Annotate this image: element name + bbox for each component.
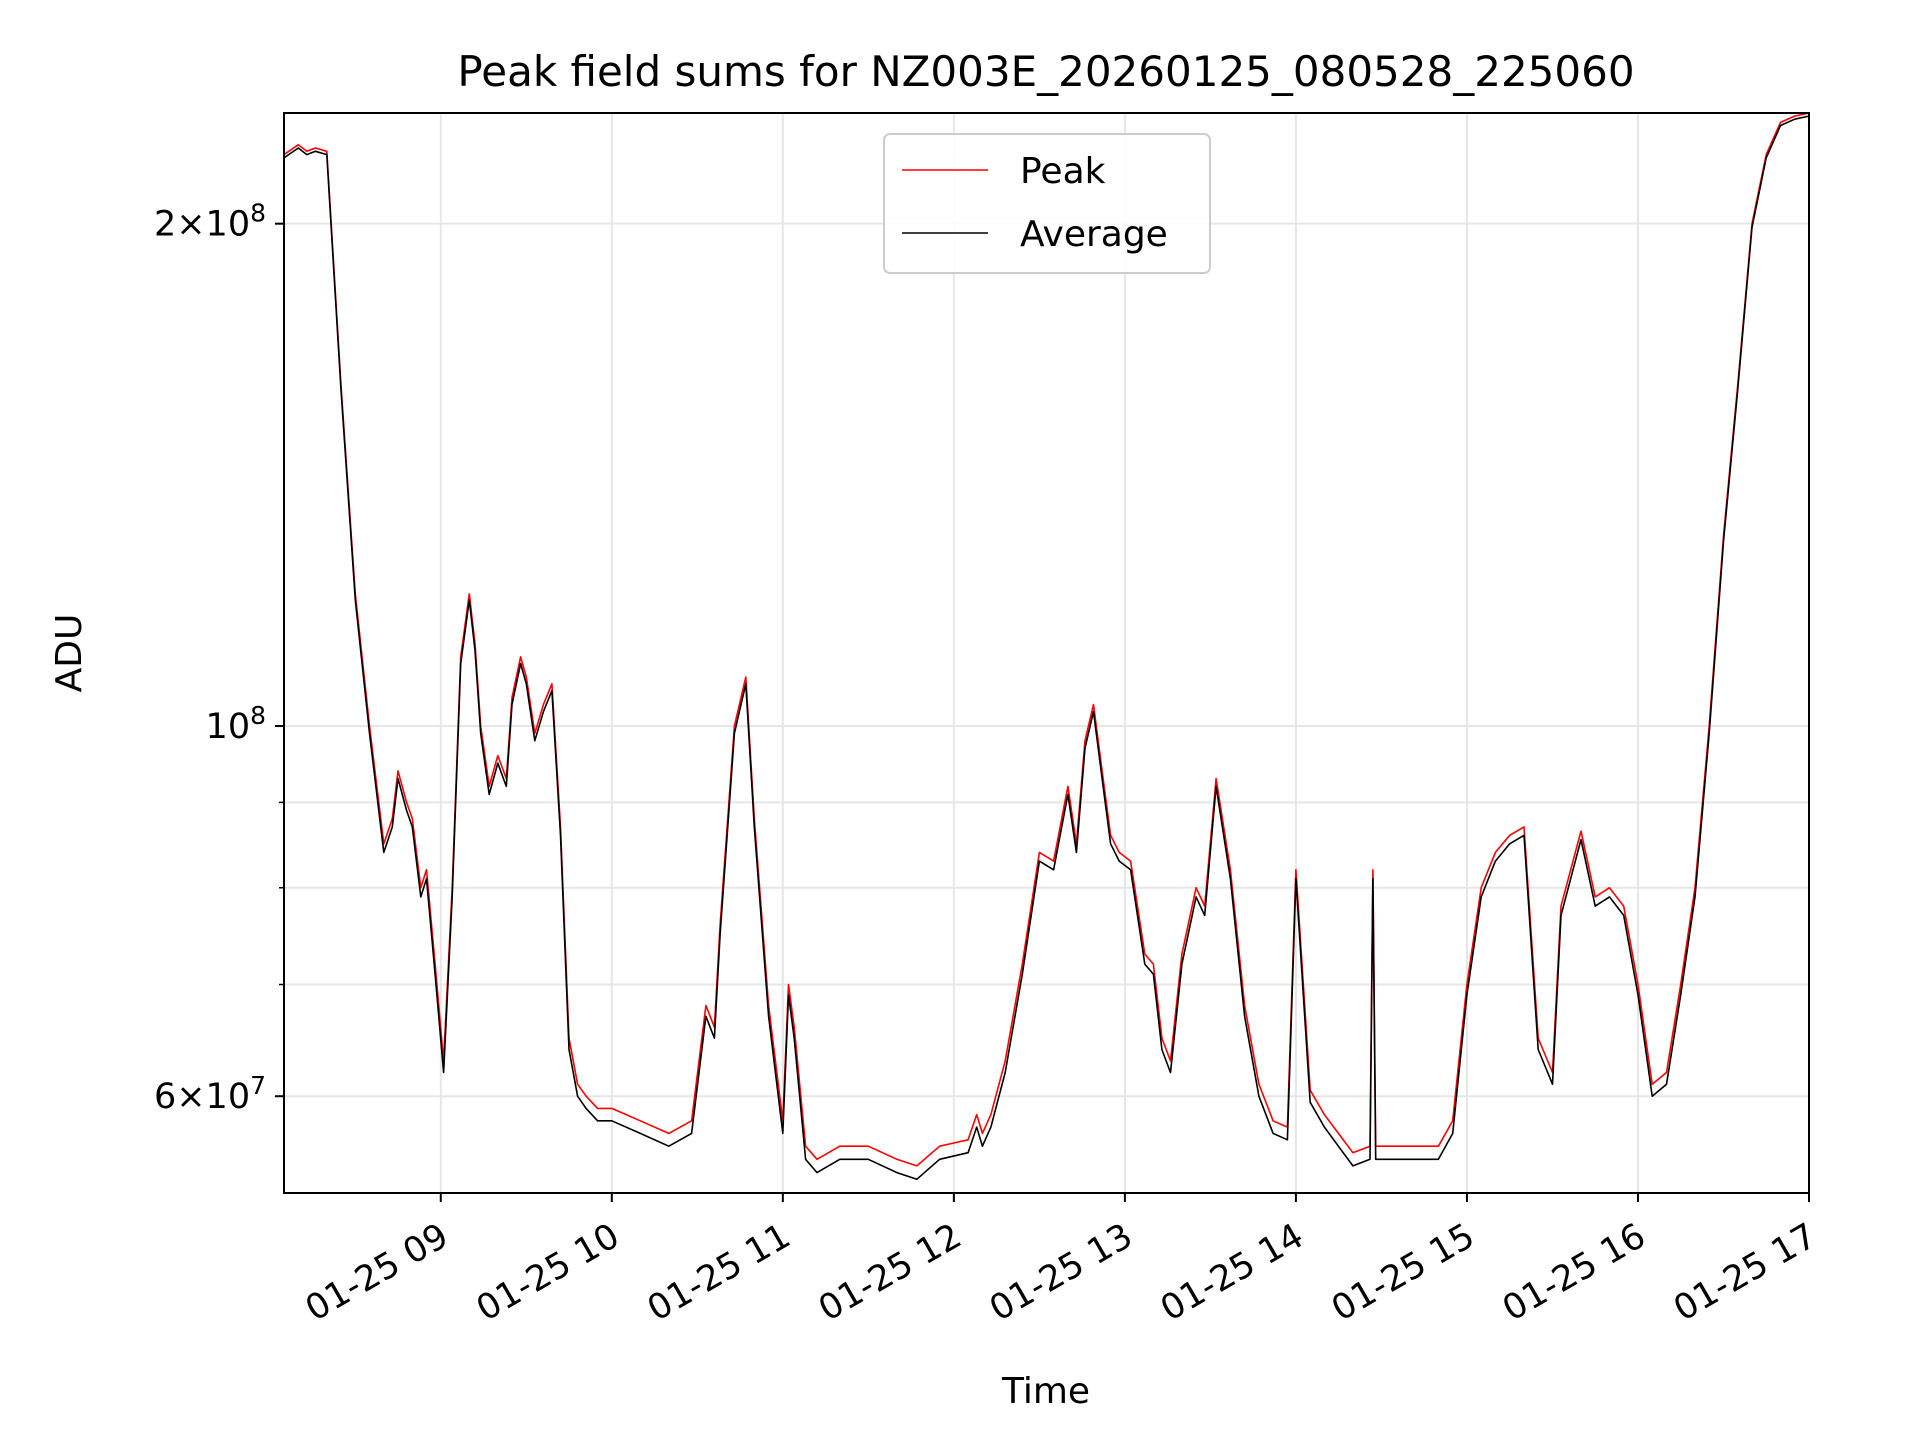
legend-label-peak: Peak (1020, 151, 1106, 192)
y-axis-title: ADU (49, 614, 90, 693)
y-tick-label: 2×108 (154, 199, 266, 245)
x-axis-title: Time (1001, 1371, 1090, 1412)
legend-box (883, 133, 1211, 274)
plot-frame (283, 112, 1810, 1194)
legend: Peak Average (883, 133, 1211, 274)
plot-area (284, 113, 1809, 1193)
y-tick-label: 108 (206, 701, 266, 747)
series-lines (284, 113, 1809, 1181)
y-tick-label: 6×107 (154, 1071, 266, 1117)
chart-title: Peak field sums for NZ003E_20260125_0805… (457, 47, 1634, 96)
series-line-average (284, 115, 1809, 1181)
legend-label-average: Average (1020, 214, 1168, 255)
